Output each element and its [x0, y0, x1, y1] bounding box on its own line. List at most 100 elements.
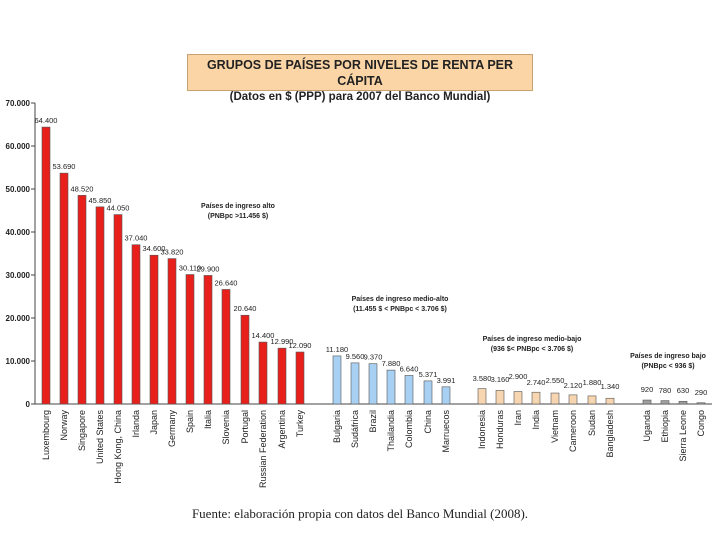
bar-india [531, 391, 541, 405]
bar-turkey [295, 351, 305, 405]
bar-value-label: 6.640 [400, 364, 419, 373]
bar-value-label: 5.371 [419, 370, 438, 379]
x-tick-label: Bulgaria [332, 410, 342, 443]
bar-italia [203, 275, 213, 405]
bar-value-label: 780 [659, 386, 672, 395]
bar-congo [696, 402, 706, 405]
bar-value-label: 64.400 [35, 116, 58, 125]
bar-value-label: 2.740 [527, 378, 546, 387]
bar-marruecos [441, 386, 451, 405]
bar-china [423, 380, 433, 405]
bar-germany [167, 258, 177, 405]
bar-portugal [240, 314, 250, 405]
x-tick-label: Ethiopia [660, 410, 670, 443]
bar-value-label: 20.640 [234, 304, 257, 313]
bar-value-label: 3.991 [437, 376, 456, 385]
income-bar-chart: 0 10.000 20.000 30.000 40.000 50.000 60.000 70.… [6, 99, 712, 488]
x-tick-label: Spain [185, 410, 195, 433]
bar-value-label: 3.580 [473, 374, 492, 383]
bar-value-label: 48.520 [71, 184, 94, 193]
x-tick-label: Turkey [295, 410, 305, 438]
bar-value-label: 1.880 [583, 378, 602, 387]
bar-bangladesh [605, 397, 615, 405]
bar-argentina [277, 347, 287, 405]
x-tick-label: Thailandia [386, 410, 396, 452]
bar-value-label: 14.400 [252, 331, 275, 340]
bar-spain [185, 274, 195, 405]
bar-sudan [587, 395, 597, 405]
x-tick-label: China [423, 410, 433, 434]
x-tick-label: Colombia [404, 410, 414, 448]
x-tick-label: Iran [513, 410, 523, 426]
bar-value-label: 45.850 [89, 196, 112, 205]
bar-thailandia [386, 369, 396, 405]
y-tick-label: 70.000 [6, 99, 31, 108]
bar-sud-frica [350, 362, 360, 405]
bar-value-label: 34.600 [143, 244, 166, 253]
group-annotation: Países de ingreso alto [201, 203, 275, 210]
bar-hong-kong-china [113, 214, 123, 405]
bar-value-label: 2.120 [564, 381, 583, 390]
bar-norway [59, 172, 69, 405]
group-annotation: (936 $< PNBpc < 3.706 $) [491, 346, 574, 353]
y-tick-label: 60.000 [6, 142, 31, 151]
group-annotation: Países de ingreso medio-alto [352, 296, 449, 303]
bar-value-label: 53.690 [53, 162, 76, 171]
x-tick-label: Irlanda [131, 410, 141, 438]
x-tick-label: Brazil [368, 410, 378, 433]
x-tick-label: Norway [59, 410, 69, 441]
bar-value-label: 37.040 [125, 234, 148, 243]
bar-bulgaria [332, 355, 342, 405]
x-tick-label: Sudáfrica [350, 410, 360, 448]
chart-title: GRUPOS DE PAÍSES POR NIVELES DE RENTA PE… [206, 58, 514, 88]
x-tick-label: India [531, 410, 541, 430]
bar-value-label: 1.340 [601, 382, 620, 391]
group-annotation: Países de ingreso bajo [630, 353, 706, 360]
x-tick-label: Luxembourg [41, 410, 51, 460]
bar-value-label: 290 [695, 388, 708, 397]
x-tick-label: Japan [149, 410, 159, 435]
bar-value-label: 3.160 [491, 375, 510, 384]
bar-colombia [404, 375, 414, 405]
bar-japan [149, 254, 159, 405]
x-tick-label: Marruecos [441, 410, 451, 453]
bar-indonesia [477, 388, 487, 405]
x-tick-label: Indonesia [477, 410, 487, 449]
x-tick-label: Slovenia [221, 410, 231, 445]
bar-value-label: 2.550 [546, 376, 565, 385]
group-annotation: (11.455 $ < PNBpc < 3.706 $) [353, 306, 447, 313]
bar-iran [513, 391, 523, 405]
bar-sierra-leone [678, 400, 688, 405]
bar-russian-federation [258, 341, 268, 405]
y-tick-label: 10.000 [6, 357, 31, 366]
bar-uganda [642, 399, 652, 405]
x-tick-label: Bangladesh [605, 410, 615, 458]
x-tick-label: Hong Kong, China [113, 410, 123, 484]
bar-value-label: 630 [677, 386, 690, 395]
bar-singapore [77, 195, 87, 405]
bar-honduras [495, 390, 505, 405]
group-annotation: Países de ingreso medio-bajo [483, 336, 582, 343]
chart-subtitle: (Datos en $ (PPP) para 2007 del Banco Mu… [229, 91, 491, 103]
y-tick-label: 40.000 [6, 228, 31, 237]
bar-cameroon [568, 394, 578, 405]
bar-value-label: 920 [641, 385, 654, 394]
bar-value-label: 9.560 [346, 352, 365, 361]
x-tick-label: Sudan [587, 410, 597, 436]
bar-value-label: 33.820 [161, 248, 184, 257]
bar-slovenia [221, 289, 231, 405]
source-note: Fuente: elaboración propia con datos del… [191, 506, 529, 521]
bar-value-label: 44.050 [107, 204, 130, 213]
bar-united-states [95, 206, 105, 405]
group-annotation: (PNBpc < 936 $) [641, 363, 694, 370]
x-tick-label: Honduras [495, 410, 505, 450]
bar-vietnam [550, 392, 560, 405]
bar-value-label: 12.990 [271, 337, 294, 346]
y-tick-label: 20.000 [6, 314, 31, 323]
x-tick-label: Vietnam [550, 410, 560, 443]
bar-brazil [368, 363, 378, 405]
x-tick-label: Congo [696, 410, 706, 437]
bar-value-label: 29.900 [197, 264, 220, 273]
bar-luxembourg [41, 126, 51, 405]
y-tick-label: 30.000 [6, 271, 31, 280]
